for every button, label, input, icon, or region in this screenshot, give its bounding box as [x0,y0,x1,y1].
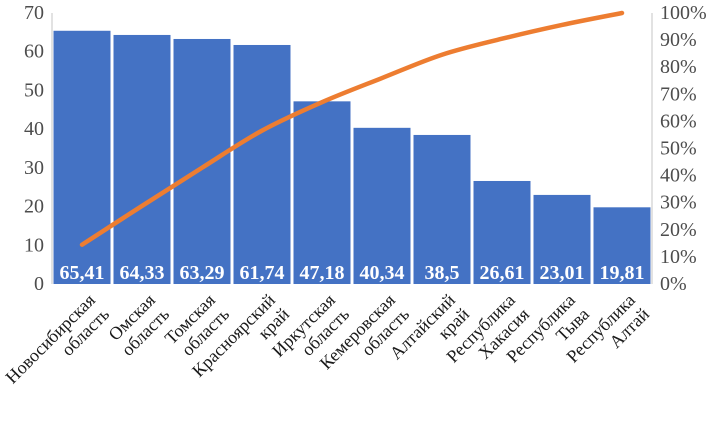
bar [293,101,351,284]
right-axis-tick: 50% [660,138,697,160]
right-axis-tick: 80% [660,56,697,78]
left-axis-tick-labels: 0 10 20 30 40 50 60 70 [24,2,44,295]
bar-value-label: 63,29 [180,262,225,284]
cumulative-line [79,10,625,247]
bar-value-label: 38,5 [425,262,460,284]
bar-value-label: 64,33 [120,262,165,284]
bar [473,180,531,284]
right-axis-tick: 70% [660,83,697,105]
bar [593,207,651,284]
bar-value-labels: 65,41 64,33 63,29 61,74 47,18 40,34 38,5 26,61 2… [60,262,645,284]
bar [533,194,591,284]
bar-value-label: 40,34 [360,262,405,284]
left-axis-tick: 70 [24,2,44,24]
left-axis-tick: 50 [24,79,44,101]
left-axis-tick: 30 [24,157,44,179]
right-axis-tick: 10% [660,246,697,268]
left-axis-tick: 40 [24,118,44,140]
bar-value-label: 26,61 [480,262,525,284]
bar [173,38,231,284]
right-axis-tick: 40% [660,165,697,187]
right-axis-tick: 100% [660,2,707,24]
bar-value-label: 47,18 [300,262,345,284]
left-axis-tick: 20 [24,196,44,218]
bar-value-label: 19,81 [600,262,645,284]
category-label: Омскаяобласть [103,290,173,360]
category-labels: НовосибирскаяобластьОмскаяобластьТомская… [1,290,653,402]
bar-value-label: 65,41 [60,262,105,284]
left-axis-tick: 10 [24,234,44,256]
right-axis-tick-labels: 0% 10% 20% 30% 40% 50% 60% 70% 80% 90% 100% [660,2,707,295]
axis-lines [51,13,653,284]
right-axis-tick: 60% [660,110,697,132]
bar [113,34,171,284]
bar [353,127,411,284]
category-label: Новосибирскаяобласть [1,290,113,402]
right-axis-tick: 90% [660,29,697,51]
bar-value-label: 61,74 [240,262,285,284]
right-axis-tick: 20% [660,219,697,241]
cumulative-line-group [79,10,625,247]
bar [413,134,471,284]
bar [53,30,111,285]
bar-value-label: 23,01 [540,262,585,284]
left-axis-tick: 60 [24,41,44,63]
bar [233,44,291,285]
right-axis-tick: 0% [660,273,687,295]
left-axis-tick: 0 [34,273,44,295]
bars-group [53,30,651,285]
right-axis-tick: 30% [660,192,697,214]
